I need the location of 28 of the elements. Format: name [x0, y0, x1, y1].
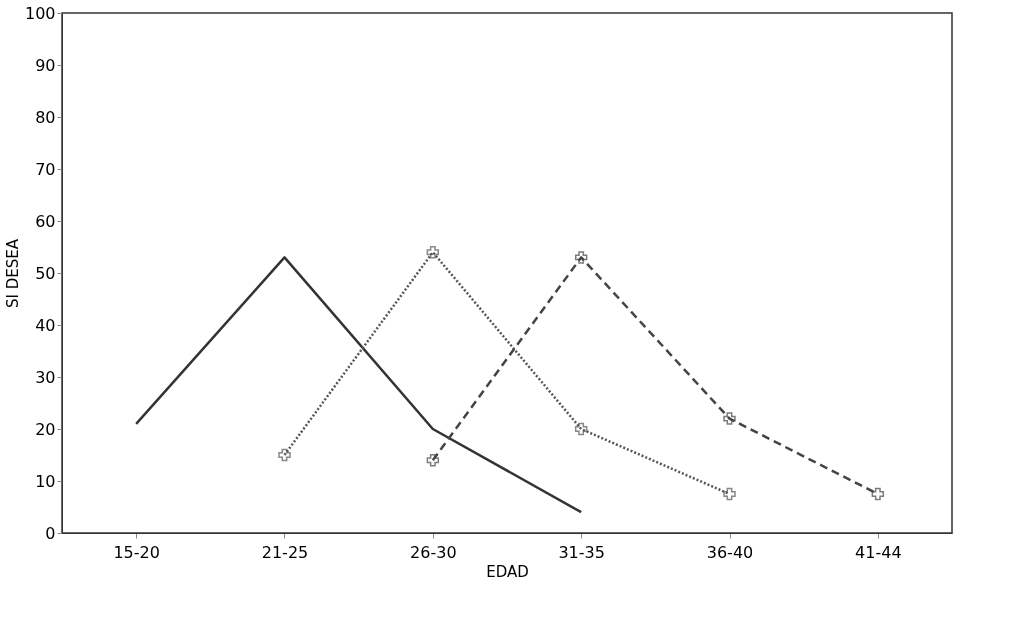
x-tick-label: 15-20	[113, 542, 160, 562]
x-tick-label: 36-40	[706, 542, 754, 562]
x-tick-label: 41-44	[855, 542, 902, 562]
point	[278, 448, 291, 462]
point	[574, 251, 588, 264]
y-tick-label: 20	[35, 419, 56, 439]
y-tick-label: 0	[45, 523, 56, 543]
y-tick-label: 90	[35, 55, 56, 75]
y-tick-label: 50	[35, 263, 56, 283]
point	[723, 487, 736, 501]
x-tick-label: 31-35	[558, 542, 605, 562]
y-tick-label: 30	[35, 367, 56, 387]
y-tick-label: 40	[35, 315, 56, 335]
point	[723, 412, 736, 425]
point	[426, 453, 440, 467]
point	[871, 487, 885, 501]
y-tick-label: 10	[35, 471, 56, 491]
y-tick-label: 60	[35, 211, 56, 231]
x-axis-title: EDAD	[486, 562, 529, 581]
y-tick-label: 80	[35, 107, 56, 127]
x-tick-label: 26-30	[410, 542, 457, 562]
point	[574, 422, 588, 436]
line-series	[134, 256, 583, 514]
y-tick-label: 70	[35, 159, 56, 179]
y-axis-title: SI DESEA	[3, 238, 22, 309]
y-tick-label: 100	[24, 3, 56, 23]
point	[426, 245, 440, 259]
x-tick-label: 21-25	[261, 542, 309, 562]
